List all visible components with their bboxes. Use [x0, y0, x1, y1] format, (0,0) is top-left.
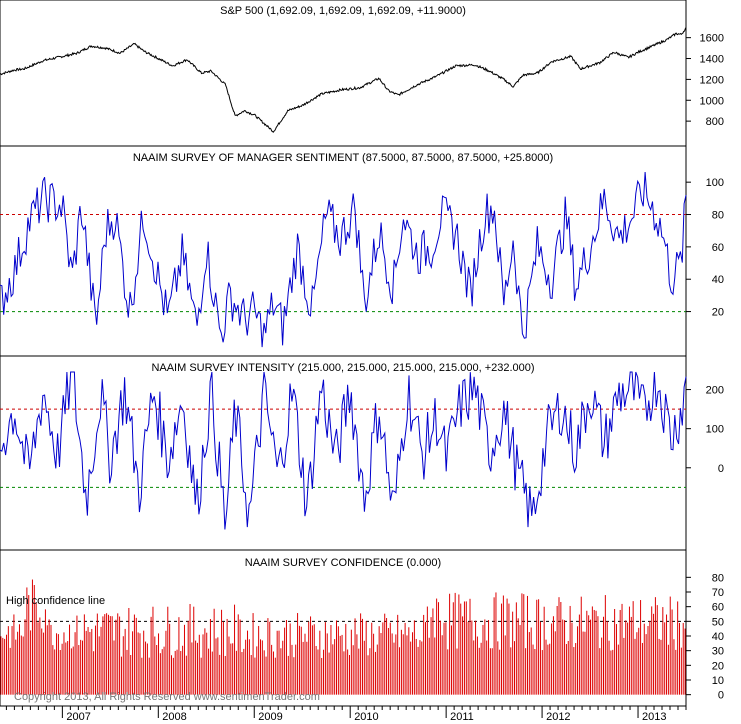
x-tick-label: 2010 — [354, 711, 378, 723]
sentiment-panel: NAAIM SURVEY OF MANAGER SENTIMENT (87.50… — [0, 145, 724, 357]
confidence-title: NAAIM SURVEY CONFIDENCE (0.000) — [245, 557, 441, 569]
x-tick-label: 2009 — [258, 711, 282, 723]
sentiment-y-ticks: 20 40 60 80 100 — [686, 177, 724, 319]
copyright-text: Copyright 2013, All Rights Reserved www.… — [14, 691, 320, 703]
y-tick-label: 20 — [712, 307, 724, 319]
confidence-panel: NAAIM SURVEY CONFIDENCE (0.000) 0 10 20 30 4… — [0, 549, 724, 707]
y-tick-label: 40 — [712, 274, 724, 286]
y-tick-label: 100 — [706, 424, 724, 436]
series-line — [0, 371, 687, 530]
y-tick-label: 1200 — [700, 74, 724, 86]
x-axis: 2007 2008 2009 2010 2011 2012 2013 — [0, 705, 687, 723]
y-tick-label: 1400 — [700, 54, 724, 66]
intensity-panel: NAAIM SURVEY INTENSITY (215.000, 215.000… — [0, 355, 724, 551]
intensity-frame — [0, 355, 687, 551]
series-line — [0, 27, 687, 134]
intensity-title: NAAIM SURVEY INTENSITY (215.000, 215.000… — [151, 362, 534, 374]
sentiment-plot — [0, 171, 687, 348]
high-confidence-label: High confidence line — [6, 595, 105, 607]
y-tick-label: 60 — [712, 602, 724, 614]
sp500-title: S&P 500 (1,692.09, 1,692.09, 1,692.09, +… — [220, 5, 466, 17]
sentiment-title: NAAIM SURVEY OF MANAGER SENTIMENT (87.50… — [133, 152, 553, 164]
sp500-frame — [0, 0, 687, 147]
y-tick-label: 40 — [712, 631, 724, 643]
y-tick-label: 20 — [712, 660, 724, 672]
y-tick-label: 80 — [712, 210, 724, 222]
y-tick-label: 70 — [712, 587, 724, 599]
x-tick-label: 2011 — [450, 711, 474, 723]
x-tick-label: 2008 — [162, 711, 186, 723]
y-tick-label: 100 — [706, 177, 724, 189]
y-tick-label: 800 — [706, 116, 724, 128]
intensity-plot — [0, 371, 687, 530]
confidence-y-ticks: 0 10 20 30 40 50 60 70 80 — [686, 572, 724, 702]
y-tick-label: 80 — [712, 572, 724, 584]
y-tick-label: 50 — [712, 616, 724, 628]
y-tick-label: 60 — [712, 242, 724, 254]
x-tick-label: 2012 — [546, 711, 570, 723]
y-tick-label: 0 — [718, 690, 724, 702]
intensity-y-ticks: 0 100 200 — [686, 385, 724, 475]
x-tick-label: 2013 — [642, 711, 666, 723]
series-line — [0, 171, 687, 348]
y-tick-label: 10 — [712, 675, 724, 687]
y-tick-label: 1000 — [700, 95, 724, 107]
y-tick-label: 1600 — [700, 33, 724, 45]
y-tick-label: 0 — [718, 463, 724, 475]
x-tick-label: 2007 — [66, 711, 90, 723]
confidence-plot — [0, 579, 686, 695]
y-tick-label: 30 — [712, 646, 724, 658]
sp500-y-ticks: 800 1000 1200 1400 1600 — [686, 33, 724, 128]
y-tick-label: 200 — [706, 385, 724, 397]
sp500-panel: S&P 500 (1,692.09, 1,692.09, 1,692.09, +… — [0, 0, 724, 147]
sp500-plot — [0, 27, 687, 134]
